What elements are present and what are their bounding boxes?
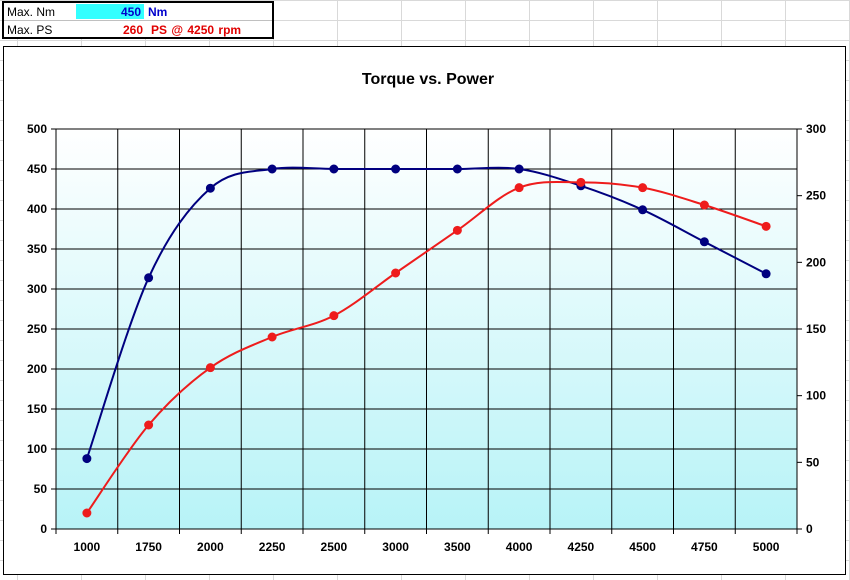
torque-power-chart: 0501001502002503003504004505000501001502… <box>27 71 826 554</box>
chart-title: Torque vs. Power <box>362 71 494 88</box>
power-data-point <box>514 183 524 193</box>
y-tick-label: 300 <box>27 282 47 296</box>
power-data-point <box>205 363 215 373</box>
power-data-point <box>576 177 586 187</box>
x-tick-label: 3500 <box>444 540 471 554</box>
max-power-row: Max. PS 260 PS @ 4250 rpm <box>4 21 272 38</box>
x-tick-label: 1000 <box>74 540 101 554</box>
x-tick-label: 3000 <box>382 540 409 554</box>
y-tick-label: 250 <box>27 322 47 336</box>
y2-tick-label: 250 <box>806 189 826 203</box>
torque-data-point <box>144 273 154 283</box>
x-tick-label: 2250 <box>259 540 286 554</box>
torque-data-point <box>761 269 771 279</box>
power-data-point <box>144 420 154 430</box>
torque-data-point <box>638 205 648 215</box>
max-power-value: 260 <box>123 23 144 37</box>
power-data-point <box>329 311 339 321</box>
x-tick-label: 4750 <box>691 540 718 554</box>
torque-data-point <box>699 237 709 247</box>
torque-data-point <box>514 164 524 174</box>
power-series-line <box>86 180 767 514</box>
y2-tick-label: 300 <box>806 122 826 136</box>
y-tick-label: 0 <box>40 522 47 536</box>
y-tick-label: 150 <box>27 402 47 416</box>
power-data-point <box>638 183 648 193</box>
max-torque-label: Max. Nm <box>7 5 55 19</box>
max-torque-unit: Nm <box>148 5 168 19</box>
power-data-point <box>82 508 92 518</box>
y-tick-label: 400 <box>27 202 47 216</box>
y2-tick-label: 200 <box>806 255 826 269</box>
y-tick-label: 100 <box>27 442 47 456</box>
x-tick-label: 2000 <box>197 540 224 554</box>
torque-data-point <box>205 183 215 193</box>
x-tick-label: 4000 <box>506 540 533 554</box>
x-tick-label: 1750 <box>135 540 162 554</box>
torque-data-point <box>267 164 277 174</box>
torque-data-point <box>329 164 339 174</box>
power-data-point <box>391 268 401 278</box>
max-torque-value: 450 <box>120 5 141 19</box>
y2-tick-label: 0 <box>806 522 813 536</box>
y-tick-label: 450 <box>27 162 47 176</box>
power-data-point <box>699 200 709 210</box>
power-data-point <box>761 221 771 231</box>
power-data-point <box>452 225 462 235</box>
y2-tick-label: 150 <box>806 322 826 336</box>
x-tick-label: 4500 <box>629 540 656 554</box>
x-tick-label: 2500 <box>321 540 348 554</box>
y-tick-label: 500 <box>27 122 47 136</box>
y-tick-label: 50 <box>34 482 48 496</box>
chart-area[interactable]: 0 50 100 150 200 250 300 350 400 450 500 0 50 100 150 2… <box>3 46 846 575</box>
max-power-label: Max. PS <box>7 23 53 37</box>
x-tick-label: 4250 <box>568 540 595 554</box>
y-tick-label: 200 <box>27 362 47 376</box>
torque-data-point <box>82 454 92 464</box>
y-tick-label: 350 <box>27 242 47 256</box>
y2-tick-label: 100 <box>806 389 826 403</box>
torque-data-point <box>452 164 462 174</box>
max-torque-cell[interactable]: 450 <box>76 4 144 19</box>
power-data-point <box>267 332 277 342</box>
y2-tick-label: 50 <box>806 455 820 469</box>
max-torque-row: Max. Nm 450 Nm <box>4 3 272 21</box>
max-power-unit: PS @ 4250 rpm <box>151 23 242 37</box>
torque-data-point <box>391 164 401 174</box>
summary-box: Max. Nm 450 Nm Max. PS 260 PS @ 4250 rpm <box>2 1 274 39</box>
x-tick-label: 5000 <box>753 540 780 554</box>
